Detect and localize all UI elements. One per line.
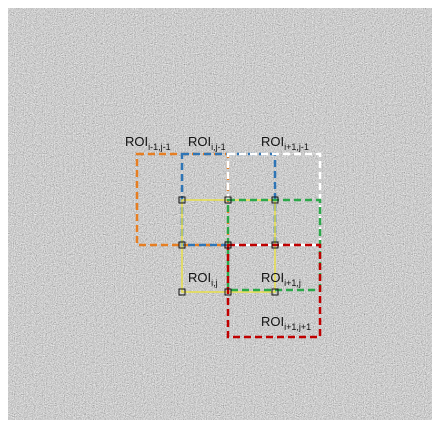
roi-label-main: ROI <box>188 270 211 285</box>
grid-point <box>224 196 232 204</box>
roi-label: ROIi-1,j-1 <box>125 134 171 152</box>
grid-point <box>271 241 279 249</box>
grid-point <box>271 196 279 204</box>
roi-label: ROIi+1,j-1 <box>261 134 309 152</box>
grid-point <box>224 241 232 249</box>
roi-label-sub: i,j <box>211 278 218 288</box>
roi-label-sub: i+1,j-1 <box>284 142 309 152</box>
grid-point <box>271 288 279 296</box>
roi-label: ROIi+1,j+1 <box>261 314 311 332</box>
roi-label-main: ROI <box>261 270 284 285</box>
roi-label-main: ROI <box>261 134 284 149</box>
roi-label-main: ROI <box>188 134 211 149</box>
grid-point <box>178 196 186 204</box>
roi-label: ROIi,j-1 <box>188 134 226 152</box>
roi-label-sub: i+1,j <box>284 278 301 288</box>
roi-label-sub: i,j-1 <box>211 142 226 152</box>
grid-points <box>178 196 279 296</box>
roi-label: ROIi+1,j <box>261 270 301 288</box>
speckle-image <box>8 8 432 420</box>
roi-label: ROIi,j <box>188 270 218 288</box>
roi-label-main: ROI <box>261 314 284 329</box>
roi-label-sub: i+1,j+1 <box>284 322 311 332</box>
roi-box-red <box>226 243 322 339</box>
roi-label-sub: i-1,j-1 <box>148 142 171 152</box>
grid-point <box>178 241 186 249</box>
grid-point <box>178 288 186 296</box>
roi-label-main: ROI <box>125 134 148 149</box>
grid-point <box>224 288 232 296</box>
